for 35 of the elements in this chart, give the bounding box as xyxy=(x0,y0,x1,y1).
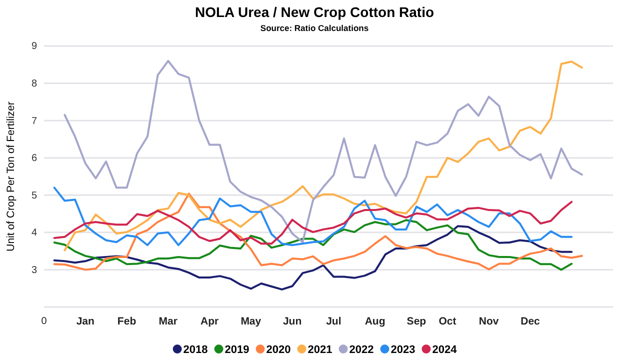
x-tick-label: Oct xyxy=(438,316,457,328)
chart-title: NOLA Urea / New Crop Cotton Ratio xyxy=(194,4,434,20)
line-series xyxy=(53,200,573,245)
x-tick-label: 0 xyxy=(41,316,48,327)
x-tick-label: Mar xyxy=(158,316,178,328)
y-tick-label: 3 xyxy=(31,264,38,276)
line-series xyxy=(53,225,573,290)
y-tick-label: 6 xyxy=(31,153,38,164)
legend-label: 2018 xyxy=(183,344,208,356)
y-tick-label: 7 xyxy=(31,116,38,127)
x-tick-label: Apr xyxy=(200,316,219,328)
legend-label: 2021 xyxy=(308,344,332,356)
y-tick-label: 9 xyxy=(31,41,38,52)
x-tick-label: Jan xyxy=(76,316,94,328)
legend-label: 2024 xyxy=(432,344,458,356)
legend-label: 2020 xyxy=(266,344,291,356)
x-tick-label: Nov xyxy=(478,316,499,328)
chart-subtitle: Source: Ratio Calculations xyxy=(260,23,369,33)
legend-label: 2022 xyxy=(349,344,374,356)
x-tick-label: Dec xyxy=(520,316,540,328)
x-tick-label: Aug xyxy=(364,316,386,328)
y-tick-label: 5 xyxy=(31,190,38,202)
x-tick-label: May xyxy=(240,316,262,328)
line-series xyxy=(53,219,573,271)
x-tick-label: Sep xyxy=(406,316,426,328)
y-tick-label: 8 xyxy=(31,78,38,90)
line-series xyxy=(53,192,583,271)
x-tick-label: Jul xyxy=(326,316,342,328)
legend-label: 2023 xyxy=(390,344,416,356)
y-tick-label: 4 xyxy=(31,228,38,239)
legend-label: 2019 xyxy=(224,344,250,356)
line-series xyxy=(53,186,573,246)
y-axis-title: Unit of Crop Per Ton of Fertilizer xyxy=(5,101,17,252)
x-tick-label: Feb xyxy=(117,316,136,328)
x-tick-label: Jun xyxy=(282,316,302,328)
